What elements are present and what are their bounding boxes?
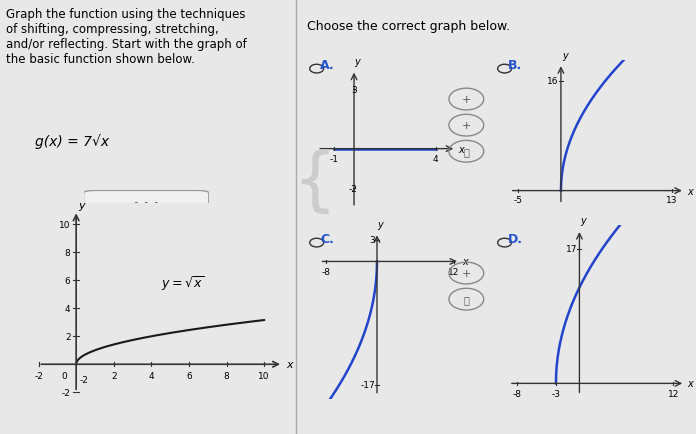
Text: -2: -2 xyxy=(62,388,70,397)
FancyBboxPatch shape xyxy=(84,191,209,217)
Text: 3: 3 xyxy=(351,86,357,95)
Text: y: y xyxy=(562,51,568,61)
Text: 12: 12 xyxy=(667,388,679,398)
Text: ⤢: ⤢ xyxy=(464,147,469,157)
Text: 6: 6 xyxy=(186,372,192,380)
Text: 13: 13 xyxy=(666,195,678,204)
Text: 4: 4 xyxy=(433,154,438,163)
Text: -2: -2 xyxy=(348,184,357,193)
Text: -2: -2 xyxy=(34,372,43,380)
Text: • • •: • • • xyxy=(133,199,159,209)
Text: +: + xyxy=(461,95,471,105)
Text: B.: B. xyxy=(508,59,522,72)
Text: 10: 10 xyxy=(258,372,270,380)
Text: 6: 6 xyxy=(65,276,70,285)
Text: ⤡: ⤡ xyxy=(464,295,469,304)
Text: y: y xyxy=(354,57,360,67)
Text: 2: 2 xyxy=(65,332,70,341)
Text: Choose the correct graph below.: Choose the correct graph below. xyxy=(307,20,510,33)
Text: x: x xyxy=(462,257,468,267)
Text: Graph the function using the techniques
of shifting, compressing, stretching,
an: Graph the function using the techniques … xyxy=(6,8,246,66)
Text: x: x xyxy=(688,186,693,196)
Text: 12: 12 xyxy=(448,268,459,276)
Text: -5: -5 xyxy=(514,195,523,204)
Text: -8: -8 xyxy=(512,388,521,398)
Text: C.: C. xyxy=(320,232,334,245)
Text: 16: 16 xyxy=(547,77,558,86)
Text: 8: 8 xyxy=(65,248,70,257)
Text: 2: 2 xyxy=(111,372,116,380)
Text: $y = \sqrt{x}$: $y = \sqrt{x}$ xyxy=(161,274,205,293)
Text: -17: -17 xyxy=(361,380,375,389)
Text: g(x) = 7√x: g(x) = 7√x xyxy=(35,134,109,149)
Text: 4: 4 xyxy=(148,372,154,380)
Text: 17: 17 xyxy=(566,245,577,254)
Text: 10: 10 xyxy=(59,220,70,230)
Text: y: y xyxy=(580,216,586,226)
Text: -1: -1 xyxy=(329,154,338,163)
Text: 8: 8 xyxy=(223,372,230,380)
Text: 4: 4 xyxy=(65,304,70,313)
Text: +: + xyxy=(461,269,471,278)
Text: -8: -8 xyxy=(322,268,331,276)
Text: x: x xyxy=(458,145,464,154)
Text: x: x xyxy=(688,378,693,388)
Text: y: y xyxy=(377,219,383,229)
Text: {: { xyxy=(292,149,337,216)
Text: D.: D. xyxy=(508,232,523,245)
Text: -2: -2 xyxy=(79,375,88,385)
Text: -3: -3 xyxy=(551,388,560,398)
Text: +: + xyxy=(461,121,471,131)
Text: x: x xyxy=(287,359,293,369)
Text: A.: A. xyxy=(320,59,335,72)
Text: 3: 3 xyxy=(370,236,375,245)
Text: 0: 0 xyxy=(61,372,67,380)
Text: y: y xyxy=(79,201,85,211)
